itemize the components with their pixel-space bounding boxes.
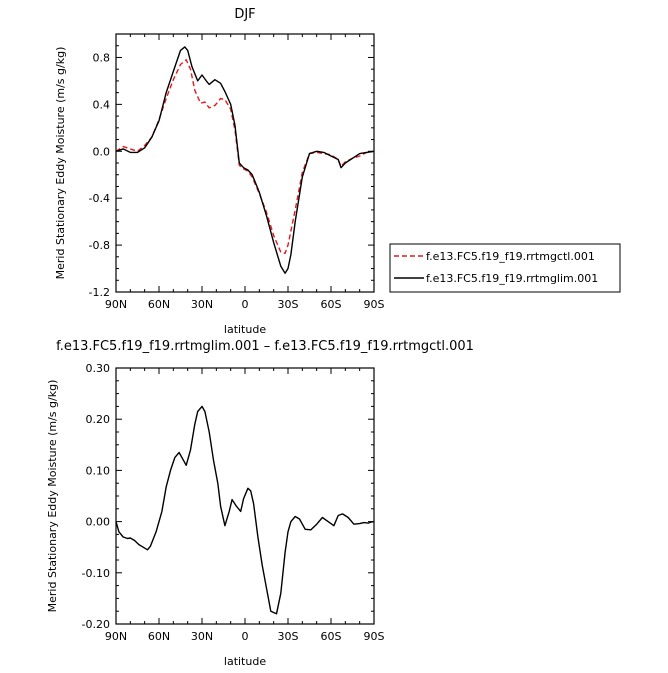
chart1-x-tick-label: 0 bbox=[242, 630, 249, 643]
chart0-y-tick-label: -0.8 bbox=[89, 239, 110, 252]
chart0-x-tick-label: 60N bbox=[148, 298, 170, 311]
chart0-panel: DJF 90N 60N 30N 0 30S 60S 90S 0.8 0.4 0.0 -0.4 -0.8 -… bbox=[54, 7, 621, 336]
chart0-x-tick-label: 90S bbox=[364, 298, 385, 311]
chart0-plot-frame bbox=[115, 33, 375, 293]
chart1-title: f.e13.FC5.f19_f19.rrtmglim.001 – f.e13.F… bbox=[56, 339, 474, 354]
chart0-legend-box bbox=[389, 243, 621, 293]
chart0-x-tick-label: 30N bbox=[191, 298, 213, 311]
chart0-series-line-0 bbox=[115, 59, 375, 255]
chart0-legend-label-1: f.e13.FC5.f19_f19.rrtmglim.001 bbox=[426, 272, 598, 285]
chart1-series-line-0 bbox=[115, 405, 375, 615]
chart0-x-tick-label: 90N bbox=[105, 298, 127, 311]
chart1-y-tick-label: -0.20 bbox=[82, 618, 110, 631]
chart0-y-tick-label: 0.4 bbox=[93, 98, 111, 111]
chart0-title: DJF bbox=[234, 7, 255, 22]
chart1-panel: f.e13.FC5.f19_f19.rrtmglim.001 – f.e13.F… bbox=[46, 339, 474, 668]
chart1-x-tick-label: 60N bbox=[148, 630, 170, 643]
chart1-y-tick-label: 0.10 bbox=[86, 464, 111, 477]
chart0-x-tick-label: 30S bbox=[278, 298, 299, 311]
chart1-y-axis-label: Merid Stationary Eddy Moisture (m/s g/kg… bbox=[46, 380, 59, 613]
chart1-x-tick-label: 90N bbox=[105, 630, 127, 643]
chart0-x-tick-label: 60S bbox=[321, 298, 342, 311]
chart0-series-line-1 bbox=[115, 46, 375, 274]
chart0-x-axis-label: latitude bbox=[224, 323, 266, 336]
chart1-x-axis-label: latitude bbox=[224, 655, 266, 668]
chart1-y-tick-label: 0.00 bbox=[86, 516, 111, 529]
chart0-y-axis-label: Merid Stationary Eddy Moisture (m/s g/kg… bbox=[54, 47, 67, 280]
chart1-y-tick-label: -0.10 bbox=[82, 567, 110, 580]
chart0-y-tick-label: 0.8 bbox=[93, 51, 111, 64]
chart0-y-tick-label: 0.0 bbox=[93, 145, 111, 158]
chart1-x-tick-label: 90S bbox=[364, 630, 385, 643]
chart1-y-tick-label: 0.30 bbox=[86, 362, 111, 375]
chart0-x-tick-label: 0 bbox=[242, 298, 249, 311]
chart0-y-tick-label: -1.2 bbox=[89, 286, 110, 299]
chart0-legend-label-0: f.e13.FC5.f19_f19.rrtmgctl.001 bbox=[426, 250, 595, 263]
chart0-y-tick-label: -0.4 bbox=[89, 192, 110, 205]
chart1-x-tick-label: 60S bbox=[321, 630, 342, 643]
chart1-x-tick-label: 30S bbox=[278, 630, 299, 643]
chart0-legend: f.e13.FC5.f19_f19.rrtmgctl.001 f.e13.FC5.… bbox=[389, 243, 621, 293]
chart1-x-tick-label: 30N bbox=[191, 630, 213, 643]
chart1-y-tick-label: 0.20 bbox=[86, 413, 111, 426]
